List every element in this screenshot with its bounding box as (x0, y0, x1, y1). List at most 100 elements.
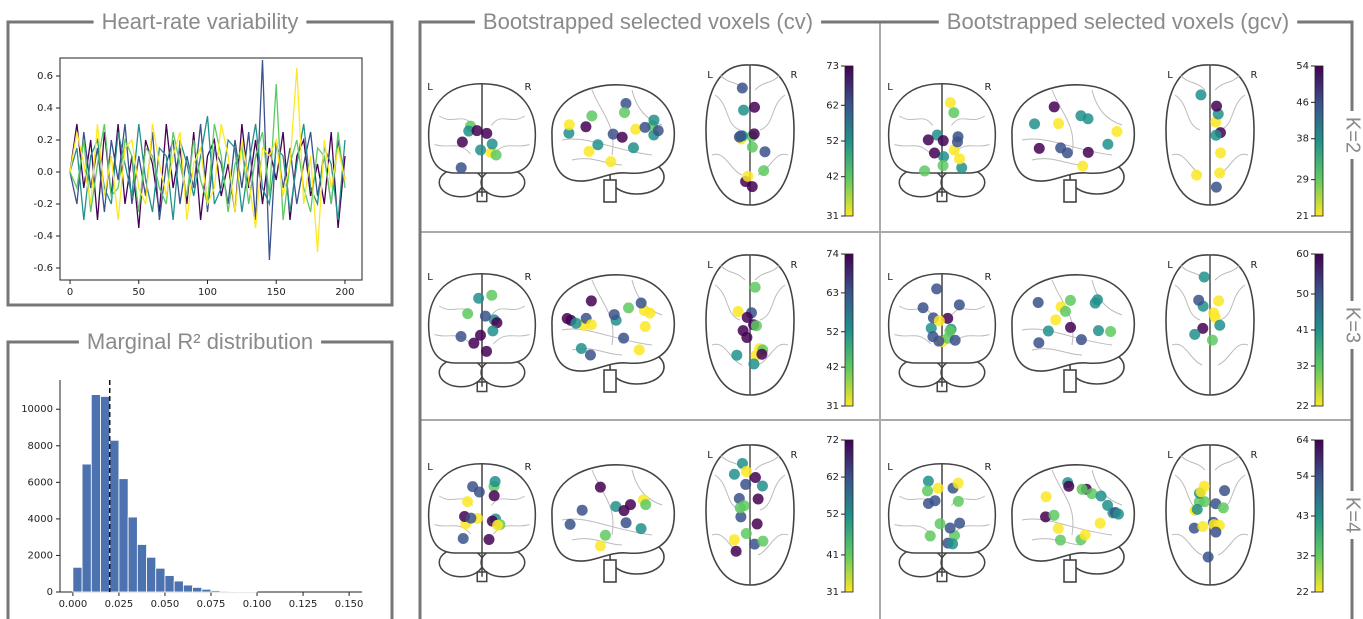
hemisphere-label: R (791, 450, 798, 461)
voxel (735, 511, 747, 523)
hist-bar (210, 590, 221, 593)
voxel (1040, 511, 1052, 523)
voxel (1077, 160, 1089, 172)
voxel (627, 142, 639, 154)
x-tick-label: 0.050 (151, 599, 180, 610)
hist-bar (109, 439, 120, 593)
x-tick-label: 0 (67, 287, 73, 298)
voxel (465, 512, 477, 524)
row-label: K=3 (1342, 307, 1363, 343)
voxel (1102, 138, 1114, 150)
hemisphere-label: L (707, 450, 713, 461)
hist-bar (136, 544, 147, 593)
voxel (730, 545, 742, 557)
colorbar-tick-label: 60 (1296, 249, 1309, 260)
voxel (630, 123, 642, 135)
brain-outline (705, 444, 795, 586)
voxel (570, 317, 582, 329)
voxel (1189, 328, 1201, 340)
voxel (953, 299, 965, 311)
voxel (468, 337, 480, 349)
colorbar-tick-label: 63 (826, 288, 839, 299)
colorbar-tick-label: 64 (1296, 435, 1309, 446)
voxel (1076, 483, 1088, 495)
title-background (474, 8, 822, 34)
voxel (492, 519, 504, 531)
voxel (487, 325, 499, 337)
voxel (929, 495, 941, 507)
colorbar-tick-label: 29 (1296, 175, 1309, 186)
colorbar-tick-label: 52 (826, 327, 839, 338)
voxel (928, 147, 940, 159)
voxel (749, 101, 761, 113)
voxel (756, 348, 768, 360)
voxel (1033, 142, 1045, 154)
colorbar-tick-label: 42 (826, 172, 839, 183)
voxel (1095, 490, 1107, 502)
brain-outline (427, 462, 537, 583)
voxel (1033, 337, 1045, 349)
voxel (757, 535, 769, 547)
brain-outline (1011, 84, 1136, 203)
voxel (750, 320, 762, 332)
voxel (620, 517, 632, 529)
voxel (633, 344, 645, 356)
colorbar-tick-label: 32 (1296, 361, 1309, 372)
hist-bar (81, 463, 92, 593)
voxel (738, 104, 750, 116)
colorbar-tick-label: 41 (1296, 325, 1309, 336)
voxel (455, 331, 467, 343)
voxel (652, 125, 664, 137)
voxel (758, 165, 770, 177)
colorbar-tick-label: 73 (826, 61, 839, 72)
y-tick-label: 0.0 (37, 167, 53, 178)
voxel (1215, 147, 1227, 159)
voxel (737, 325, 749, 337)
colorbar-tick-label: 22 (1296, 401, 1309, 412)
voxel (1206, 334, 1218, 346)
voxel (746, 141, 758, 153)
colorbar-tick-label: 50 (1296, 289, 1309, 300)
hrv-line (69, 123, 346, 229)
y-tick-label: 8000 (28, 441, 53, 452)
panel-title: Bootstrapped selected voxels (gcv) (947, 9, 1289, 34)
voxel (1210, 526, 1222, 538)
voxel (728, 468, 740, 480)
voxel (608, 309, 620, 321)
hist-bar (192, 587, 203, 593)
voxel (917, 302, 929, 314)
voxel (937, 160, 949, 172)
voxel (639, 121, 651, 133)
colorbar-tick-label: 42 (826, 362, 839, 373)
brain-panels: L R L R L R L R L R L R L R L R L R L R L R L R (427, 64, 1258, 586)
axes-frame (59, 57, 363, 281)
voxel (491, 317, 503, 329)
voxel (463, 125, 475, 137)
hist-bar (182, 584, 193, 593)
hemisphere-label: L (887, 462, 893, 473)
voxel (749, 472, 761, 484)
brain-outline (1165, 444, 1255, 586)
voxel (594, 481, 606, 493)
hrv-line (69, 115, 346, 221)
voxel (599, 529, 611, 541)
voxel (1217, 502, 1229, 514)
voxel (1191, 503, 1203, 515)
hemisphere-label: L (887, 82, 893, 93)
voxel (736, 82, 748, 94)
hemisphere-label: R (1251, 70, 1258, 81)
voxel (618, 505, 630, 517)
voxel (1213, 295, 1225, 307)
x-tick-label: 0.150 (335, 599, 364, 610)
hemisphere-label: R (985, 272, 992, 283)
hist-bar (164, 575, 175, 593)
hemisphere-label: R (985, 462, 992, 473)
voxel (948, 107, 960, 119)
colorbar-tick-label: 38 (1296, 134, 1309, 145)
voxel (462, 496, 474, 508)
voxel (584, 349, 596, 361)
row-label: K=2 (1342, 117, 1363, 153)
voxel (639, 320, 651, 332)
hemisphere-label: R (791, 70, 798, 81)
voxel (938, 151, 950, 163)
